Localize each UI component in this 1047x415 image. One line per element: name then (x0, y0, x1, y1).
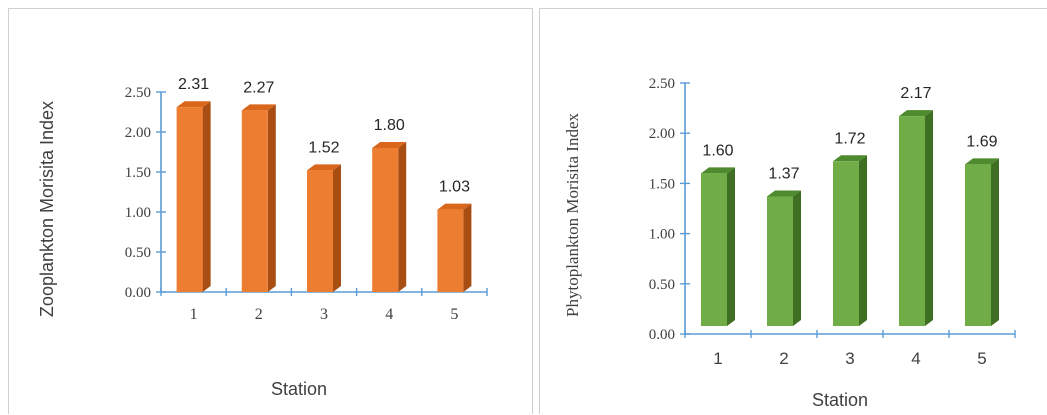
y-tick-label: 0.00 (649, 327, 675, 343)
x-tick-label: 4 (911, 349, 920, 368)
data-label: 2.17 (900, 85, 931, 102)
data-label: 1.72 (834, 130, 865, 147)
y-tick-label: 0.50 (125, 245, 151, 261)
bar-side (267, 104, 276, 293)
data-label: 2.31 (178, 76, 209, 93)
y-tick-label: 2.00 (649, 126, 675, 142)
bar-side (793, 190, 801, 326)
bar (833, 161, 859, 326)
bar-side (398, 142, 407, 292)
y-tick-label: 2.50 (125, 85, 151, 101)
bar-top (241, 104, 276, 111)
bar-top (307, 164, 341, 171)
zooplankton-chart-panel: 0.00 0.50 1.00 1.50 2.00 2.50 2.31 1 2.27 2 1.52 3 1… (8, 8, 533, 414)
bar-top (437, 203, 472, 210)
phytoplankton-chart: 0.00 0.50 1.00 1.50 2.00 2.50 1.60 1 1.37 2 1.72 3 2… (563, 76, 1016, 410)
bar-top (176, 101, 211, 108)
y-axis-title: Zooplankton Morisita Index (37, 101, 57, 317)
x-tick-label: 5 (450, 306, 458, 323)
x-tick-label: 3 (845, 349, 854, 368)
bar (767, 196, 793, 326)
bar-top (372, 142, 407, 148)
bar-top (833, 155, 867, 162)
y-tick-label: 1.00 (125, 205, 151, 221)
data-label: 1.80 (374, 117, 405, 134)
bar-side (727, 167, 735, 326)
x-tick-label: 2 (255, 306, 263, 323)
bar (437, 209, 464, 292)
y-tick-label: 1.50 (125, 165, 151, 181)
bar (307, 170, 333, 292)
bar-top (899, 110, 933, 117)
x-tick-label: 2 (779, 349, 788, 368)
bar (899, 116, 925, 326)
bar-side (991, 158, 999, 326)
bar (701, 173, 727, 326)
x-axis-title: Station (812, 390, 868, 410)
data-label: 1.03 (439, 179, 470, 196)
bar-top (965, 158, 999, 165)
x-axis-title: Station (271, 379, 327, 399)
y-tick-label: 0.00 (125, 285, 151, 301)
data-label: 1.60 (702, 142, 733, 159)
y-tick-label: 1.00 (649, 227, 675, 243)
zooplankton-chart: 0.00 0.50 1.00 1.50 2.00 2.50 2.31 1 2.27 2 1.52 3 1… (37, 76, 488, 399)
x-tick-label: 4 (385, 306, 393, 323)
y-tick-label: 0.50 (649, 277, 675, 293)
bar (965, 164, 991, 326)
bar (176, 107, 203, 292)
bar-side (925, 110, 933, 326)
phytoplankton-chart-panel: 0.00 0.50 1.00 1.50 2.00 2.50 1.60 1 1.37 2 1.72 3 2… (539, 8, 1047, 414)
y-tick-label: 2.00 (125, 125, 151, 141)
x-tick-label: 1 (713, 349, 722, 368)
data-label: 1.37 (768, 165, 799, 182)
x-tick-label: 3 (320, 306, 328, 323)
bar-side (859, 155, 867, 326)
y-tick-label: 1.50 (649, 176, 675, 192)
data-label: 1.52 (308, 139, 339, 156)
data-label: 2.27 (243, 79, 274, 96)
bar-side (202, 101, 211, 292)
bar-side (333, 164, 341, 292)
bar-top (767, 190, 801, 197)
y-axis-title: Phytoplankton Morisita Index (563, 113, 582, 317)
bar-side (463, 203, 472, 292)
x-tick-label: 1 (190, 306, 198, 323)
bar (241, 110, 268, 293)
data-label: 1.69 (966, 133, 997, 150)
x-tick-label: 5 (977, 349, 986, 368)
bar-top (701, 167, 735, 174)
bar (372, 148, 399, 292)
y-tick-label: 2.50 (649, 76, 675, 92)
